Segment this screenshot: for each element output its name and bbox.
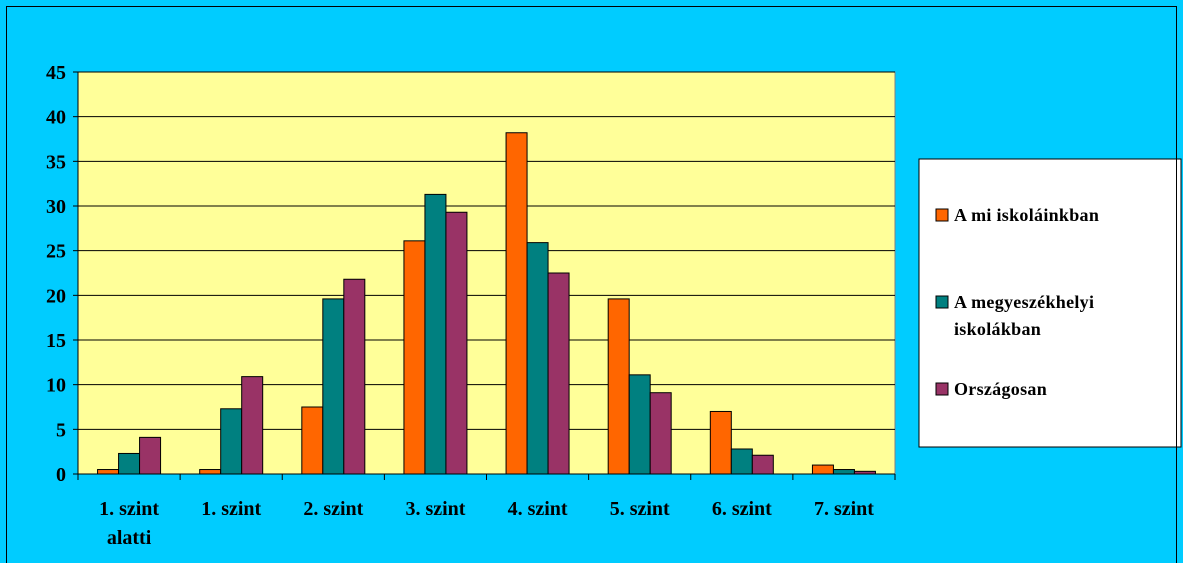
y-tick-label: 40 xyxy=(46,107,66,129)
bar xyxy=(607,298,630,475)
x-tick-label: alatti xyxy=(107,527,152,549)
bars xyxy=(97,132,876,475)
legend-label: A megyeszékhelyi xyxy=(954,292,1094,312)
bar xyxy=(526,242,549,475)
y-tick-label: 20 xyxy=(46,285,66,307)
bar xyxy=(628,374,651,475)
bar xyxy=(403,240,426,475)
bar xyxy=(301,406,324,475)
bar xyxy=(730,448,753,475)
bar xyxy=(424,193,447,475)
bar xyxy=(241,376,264,475)
bar xyxy=(118,452,141,475)
x-tick-label: 1. szint xyxy=(99,498,159,520)
x-tick-labels: 1. szint alatti 1. szint 2. szint 3. szint 4.… xyxy=(99,498,874,549)
y-tick-label: 5 xyxy=(56,419,66,441)
y-tick-label: 45 xyxy=(46,62,66,84)
bar xyxy=(649,392,672,475)
y-tick-label: 35 xyxy=(46,151,66,173)
grid-lines xyxy=(73,71,896,475)
legend-label: iskolákban xyxy=(954,319,1041,339)
y-tick-labels: 0 5 10 15 20 25 30 35 40 45 xyxy=(46,62,66,486)
bar xyxy=(751,454,774,475)
legend-swatch xyxy=(935,382,949,396)
x-tick-label: 2. szint xyxy=(303,498,363,520)
bar xyxy=(322,298,345,475)
legend: A mi iskoláinkban A megyeszékhelyi iskolák… xyxy=(918,158,1182,448)
axes xyxy=(77,72,896,480)
y-tick-label: 30 xyxy=(46,196,66,218)
x-tick-label: 5. szint xyxy=(610,498,670,520)
y-tick-label: 0 xyxy=(56,464,66,486)
y-tick-label: 10 xyxy=(46,375,66,397)
legend-label: Országosan xyxy=(954,379,1047,399)
bar xyxy=(505,132,528,475)
bar xyxy=(547,272,570,475)
x-tick-label: 1. szint xyxy=(201,498,261,520)
y-tick-label: 15 xyxy=(46,330,66,352)
y-tick-label: 25 xyxy=(46,241,66,263)
chart-area-border xyxy=(6,6,1177,563)
bar xyxy=(709,410,732,475)
x-tick-label: 4. szint xyxy=(508,498,568,520)
bar xyxy=(832,469,855,475)
legend-box xyxy=(918,158,1182,448)
bar xyxy=(220,408,243,475)
x-tick-label: 6. szint xyxy=(712,498,772,520)
x-tick-label: 3. szint xyxy=(405,498,465,520)
bar xyxy=(97,469,120,475)
bar xyxy=(811,464,834,475)
legend-swatch xyxy=(935,295,949,309)
bar xyxy=(139,436,162,475)
x-tick-label: 7. szint xyxy=(814,498,874,520)
bar xyxy=(199,469,222,475)
legend-swatch xyxy=(935,208,949,222)
bar xyxy=(343,278,366,475)
bar xyxy=(445,211,468,475)
plot-area xyxy=(77,71,896,475)
legend-label: A mi iskoláinkban xyxy=(954,205,1099,225)
